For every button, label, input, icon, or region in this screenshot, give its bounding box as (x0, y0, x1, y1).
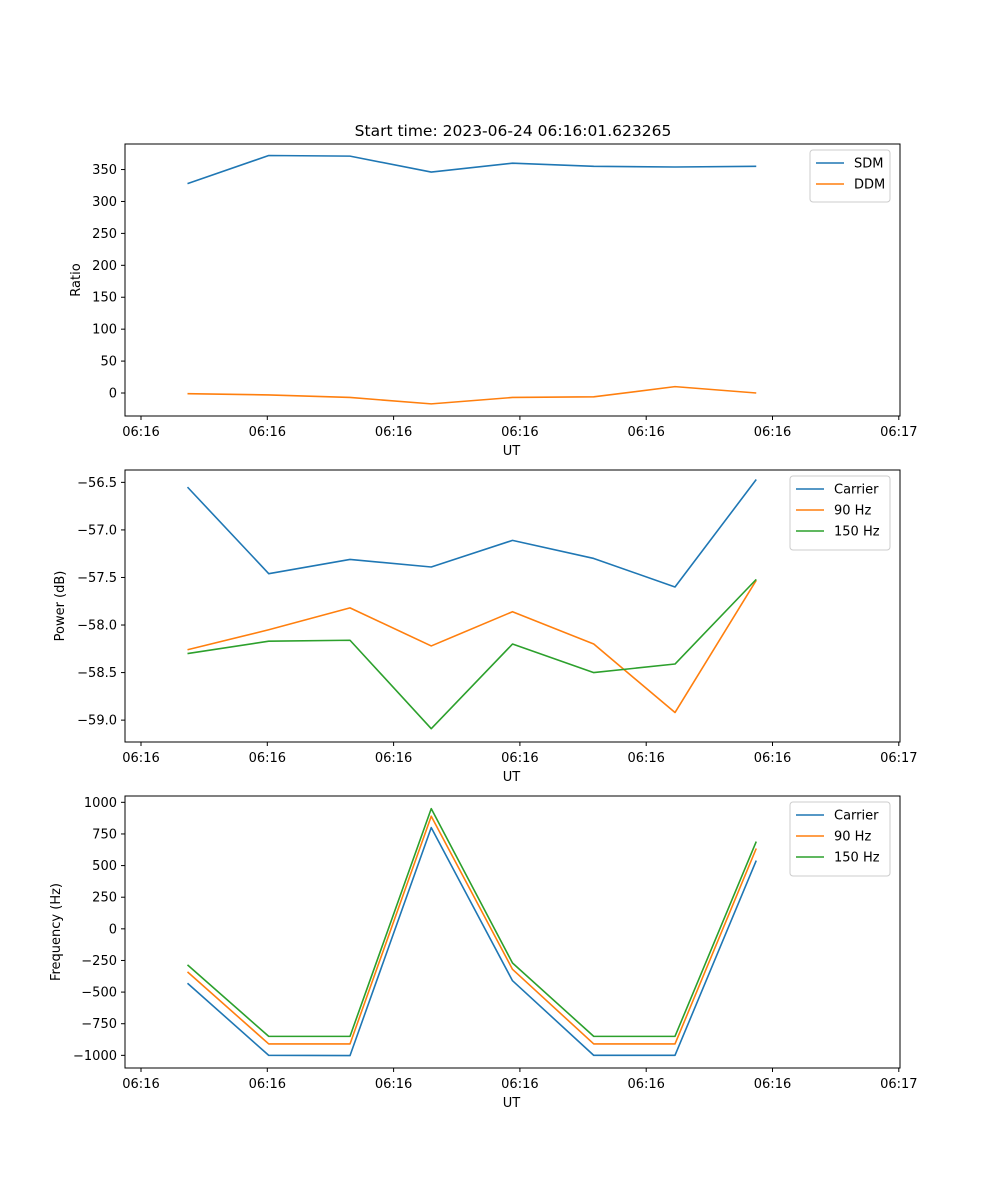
legend-label: Carrier (834, 809, 879, 824)
chart-panel-2: 06:16 06:16 06:16 06:16 06:16 06:16 06:17 −59.0… (53, 469, 918, 785)
legend-label: 90 Hz (834, 830, 871, 845)
axes-frame (124, 143, 901, 417)
y-tick-label: 0 (109, 387, 117, 402)
legend-label: 150 Hz (834, 525, 880, 540)
y-tick-label: −250 (81, 954, 117, 969)
axes-frame (124, 795, 901, 1069)
x-tick-label: 06:17 (880, 425, 917, 440)
legend-label: 150 Hz (834, 851, 880, 866)
y-tick-label: 750 (92, 827, 117, 842)
y-tick-label: −56.5 (77, 476, 117, 491)
x-tick-label: 06:16 (501, 425, 538, 440)
series-line-ddm (187, 385, 757, 405)
series-line-90-hz (186, 815, 757, 1045)
y-tick-label: 1000 (84, 796, 117, 811)
x-tick-label: 06:16 (375, 1077, 412, 1092)
chart-panel-1: 06:16 06:16 06:16 06:16 06:16 06:16 06:17 0 50 10… (69, 143, 918, 459)
x-tick-label: 06:17 (880, 1077, 917, 1092)
y-tick-label: 300 (92, 195, 117, 210)
x-tick-label: 06:16 (375, 751, 412, 766)
x-tick-label: 06:16 (627, 1077, 664, 1092)
series-line-90-hz (187, 579, 757, 714)
series-line-carrier (186, 826, 757, 1057)
x-tick-label: 06:16 (122, 425, 159, 440)
y-tick-label: 350 (92, 163, 117, 178)
y-tick-label: −59.0 (77, 714, 117, 729)
legend: SDM DDM (809, 149, 891, 203)
y-tick-label: 200 (92, 259, 117, 274)
y-tick-label: 150 (92, 291, 117, 306)
y-tick-label: 0 (109, 922, 117, 937)
x-tick-label: 06:17 (880, 751, 917, 766)
y-axis-label: Frequency (Hz) (49, 883, 64, 981)
chart-panel-3: 06:16 06:16 06:16 06:16 06:16 06:16 06:17 −1000… (49, 795, 918, 1111)
x-tick-label: 06:16 (249, 1077, 286, 1092)
y-axis-label: Ratio (69, 263, 84, 296)
y-tick-label: 250 (92, 891, 117, 906)
x-tick-label: 06:16 (754, 1077, 791, 1092)
y-tick-label: −1000 (73, 1049, 117, 1064)
x-tick-label: 06:16 (501, 751, 538, 766)
y-tick-label: −58.5 (77, 666, 117, 681)
legend-label: DDM (854, 178, 885, 193)
x-tick-label: 06:16 (122, 1077, 159, 1092)
y-tick-label: −58.0 (77, 619, 117, 634)
legend-label: 90 Hz (834, 504, 871, 519)
x-tick-label: 06:16 (627, 751, 664, 766)
legend: Carrier 90 Hz 150 Hz (789, 475, 891, 551)
legend-label: SDM (854, 157, 883, 172)
legend-label: Carrier (834, 483, 879, 498)
x-tick-label: 06:16 (754, 751, 791, 766)
y-tick-label: 100 (92, 323, 117, 338)
y-tick-label: 500 (92, 859, 117, 874)
y-tick-label: 50 (100, 355, 117, 370)
series-line-carrier (186, 479, 757, 588)
x-tick-label: 06:16 (754, 425, 791, 440)
series-line-150-hz (187, 578, 757, 730)
x-tick-label: 06:16 (501, 1077, 538, 1092)
x-axis-label: UT (503, 1096, 521, 1111)
y-tick-label: −750 (81, 1017, 117, 1032)
x-tick-label: 06:16 (375, 425, 412, 440)
y-tick-label: 250 (92, 227, 117, 242)
y-tick-label: −57.0 (77, 523, 117, 538)
x-axis-label: UT (503, 770, 521, 785)
y-tick-label: −57.5 (77, 571, 117, 586)
series-line-150-hz (186, 807, 757, 1038)
series-line-sdm (187, 154, 757, 185)
x-tick-label: 06:16 (627, 425, 664, 440)
x-tick-label: 06:16 (122, 751, 159, 766)
x-tick-label: 06:16 (249, 425, 286, 440)
axes-frame (124, 469, 901, 743)
legend: Carrier 90 Hz 150 Hz (789, 801, 891, 877)
figure-title: Start time: 2023-06-24 06:16:01.623265 (355, 122, 672, 140)
y-axis-label: Power (dB) (53, 571, 68, 642)
y-tick-label: −500 (81, 986, 117, 1001)
x-axis-label: UT (503, 444, 521, 459)
x-tick-label: 06:16 (249, 751, 286, 766)
